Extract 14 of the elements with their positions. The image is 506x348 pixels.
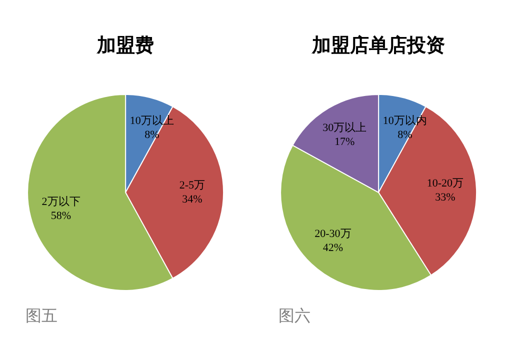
slice-label: 10-20万 (426, 177, 464, 190)
text: 图五 (26, 306, 58, 325)
data-label: 33% (435, 191, 456, 204)
data-label: 58% (50, 210, 72, 222)
slice-label: 2万以下 (42, 195, 80, 208)
slice-label: 20-30万 (314, 228, 352, 240)
chart-title: 加盟店单店投资 (311, 34, 446, 56)
slice-label: 30万以上 (322, 121, 367, 134)
chart-title: 加盟费 (96, 34, 154, 56)
data-label: 42% (322, 242, 344, 254)
text: 图六 (278, 306, 311, 325)
data-label: 34% (182, 193, 202, 206)
slice-label: 2-5万 (179, 180, 206, 192)
data-label: 17% (334, 136, 355, 148)
